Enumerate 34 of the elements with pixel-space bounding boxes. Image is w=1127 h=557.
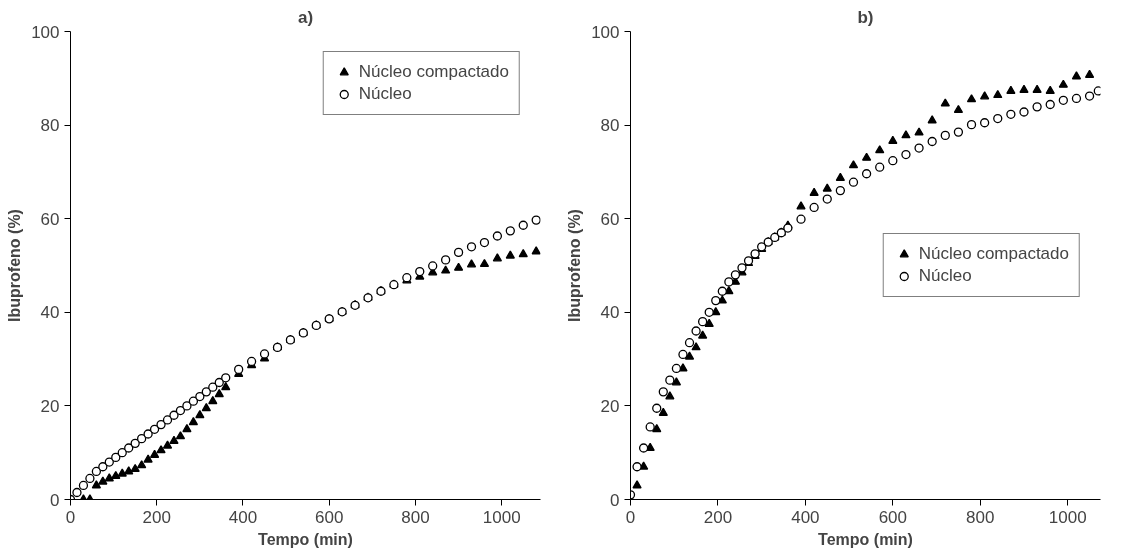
x-tick-label: 200 xyxy=(142,507,171,527)
x-tick-label: 800 xyxy=(966,507,995,527)
legend-label: Núcleo compactado xyxy=(918,244,1069,264)
y-tick-label: 100 xyxy=(591,22,620,42)
y-tick-label: 60 xyxy=(40,209,60,229)
x-tick-label: 1000 xyxy=(1048,507,1087,527)
chart-title: b) xyxy=(857,7,874,27)
y-tick-label: 60 xyxy=(600,209,620,229)
x-tick-label: 1000 xyxy=(482,507,521,527)
x-axis-title: Tempo (min) xyxy=(258,530,353,548)
y-tick-label: 20 xyxy=(40,396,60,416)
x-tick-label: 800 xyxy=(401,507,430,527)
y-tick-label: 0 xyxy=(50,490,60,510)
y-axis-title: Ibuprofeno (%) xyxy=(6,209,24,322)
legend-label: Núcleo xyxy=(918,266,972,286)
y-tick-label: 80 xyxy=(40,116,60,136)
x-axis-title: Tempo (min) xyxy=(818,530,913,548)
y-tick-label: 40 xyxy=(600,303,620,323)
x-tick-label: 600 xyxy=(878,507,908,527)
x-tick-label: 0 xyxy=(65,507,76,527)
x-tick-label: 0 xyxy=(625,507,636,527)
x-tick-label: 600 xyxy=(315,507,344,527)
chart-title: a) xyxy=(297,7,314,27)
y-tick-label: 40 xyxy=(40,303,60,323)
y-tick-label: 0 xyxy=(610,490,620,510)
legend-label: Núcleo xyxy=(358,84,412,104)
legend-label: Núcleo compactado xyxy=(358,62,509,82)
x-tick-label: 200 xyxy=(703,507,733,527)
x-tick-label: 400 xyxy=(791,507,820,527)
y-tick-label: 100 xyxy=(31,22,60,42)
y-tick-label: 20 xyxy=(600,396,620,416)
y-axis-title: Ibuprofeno (%) xyxy=(566,209,584,322)
y-tick-label: 80 xyxy=(600,116,620,136)
x-tick-label: 400 xyxy=(228,507,258,527)
